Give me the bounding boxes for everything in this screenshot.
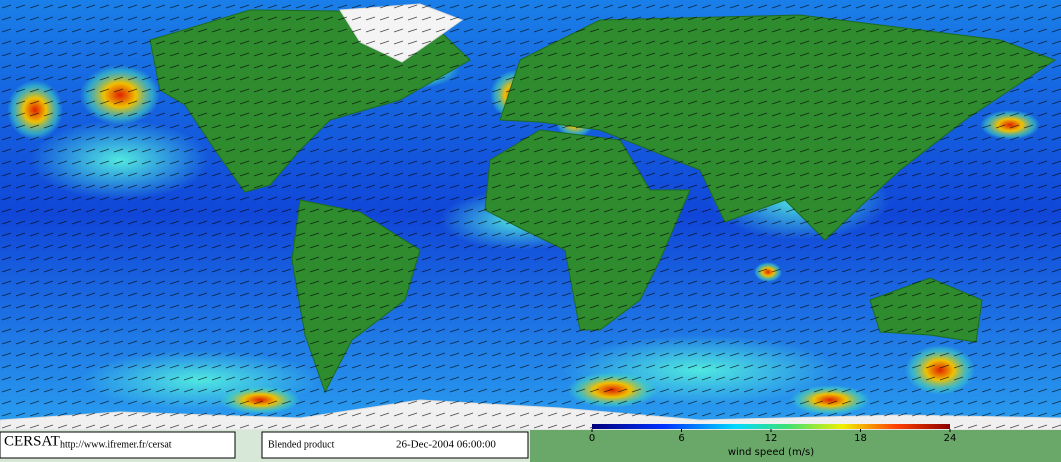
url: http://www.ifremer.fr/cersat (60, 439, 172, 450)
colorbar-label: wind speed (m/s) (728, 447, 814, 458)
footer-land (530, 430, 1061, 462)
wind-vectors (0, 0, 1061, 430)
logo: CERSAT (4, 433, 60, 449)
source-box (0, 431, 236, 459)
map-area (0, 0, 1061, 431)
product-box (261, 431, 529, 459)
colorbar-tick-label: 0 (589, 433, 595, 444)
colorbar-tick-label: 24 (944, 433, 957, 444)
colorbar (592, 424, 950, 429)
colorbar-tick-label: 12 (765, 433, 778, 444)
product-name: Blended product (268, 439, 335, 450)
colorbar-tick-label: 6 (678, 433, 684, 444)
date: 26-Dec-2004 06:00:00 (396, 439, 496, 451)
colorbar-tick-label: 18 (854, 433, 867, 444)
